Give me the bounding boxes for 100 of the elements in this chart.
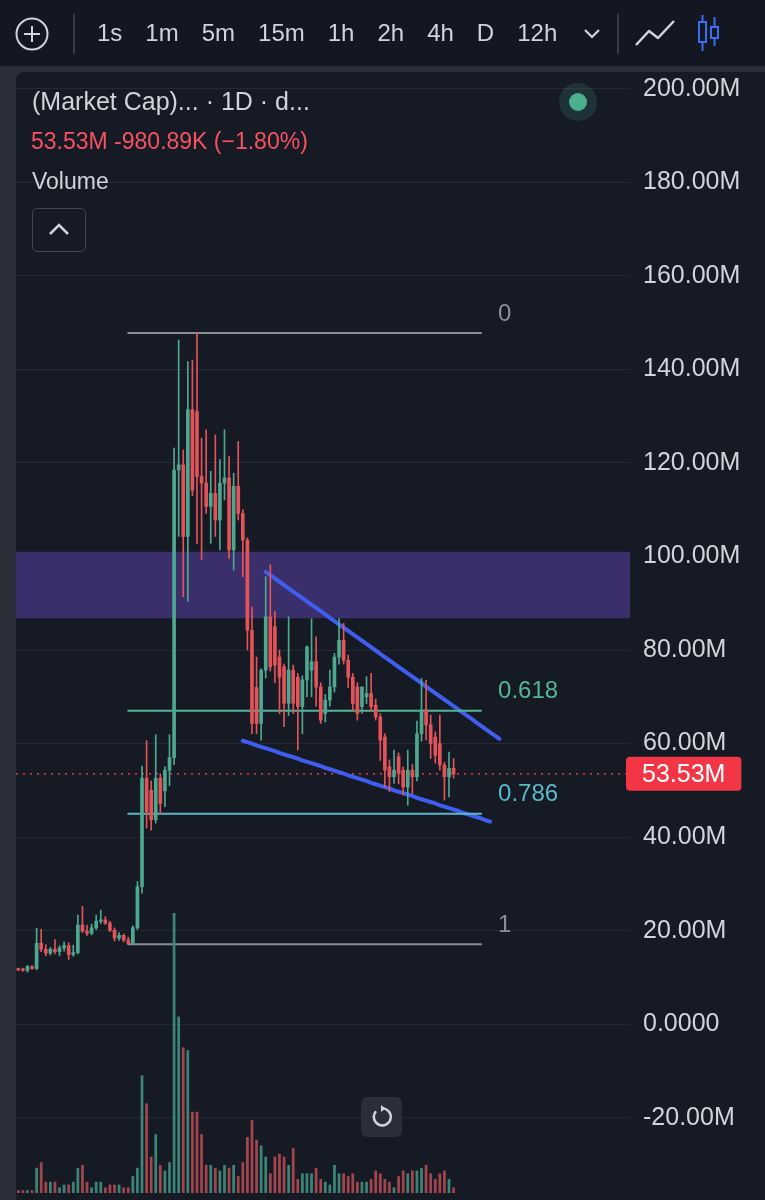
bar xyxy=(113,1184,116,1193)
bar xyxy=(342,1173,345,1193)
bar xyxy=(410,1170,414,1193)
bar xyxy=(314,1167,318,1193)
text: D xyxy=(476,19,495,47)
bar xyxy=(103,1187,107,1193)
bar xyxy=(259,1145,263,1193)
bar xyxy=(145,1103,148,1193)
bar xyxy=(209,1165,213,1193)
bar xyxy=(94,1181,98,1193)
bar xyxy=(241,1162,245,1193)
bar xyxy=(278,1153,281,1193)
bar xyxy=(191,1111,194,1193)
bar xyxy=(246,1137,249,1193)
y-tick-label: 80.00M xyxy=(643,633,727,662)
bar xyxy=(351,1173,355,1193)
bar xyxy=(388,1181,391,1193)
bar xyxy=(429,1173,433,1193)
bar xyxy=(223,1165,226,1193)
text: 15m xyxy=(258,19,305,47)
bar xyxy=(232,1165,236,1193)
bar xyxy=(420,1167,423,1193)
series-label: 0 xyxy=(498,298,512,326)
bar xyxy=(126,1187,130,1193)
bar xyxy=(81,1165,84,1193)
bar xyxy=(406,1173,410,1193)
bar xyxy=(287,1165,291,1193)
bar xyxy=(186,1050,190,1193)
y-tick-label: 160.00M xyxy=(643,259,741,288)
y-tick-label: -20.00M xyxy=(643,1101,735,1130)
candlestick xyxy=(208,471,213,544)
bar xyxy=(323,1181,327,1193)
candlestick xyxy=(53,939,57,955)
bar xyxy=(204,1165,208,1193)
text: (Market Cap)... · 1D · d... xyxy=(32,87,310,116)
candlestick xyxy=(392,749,396,784)
bar xyxy=(268,1173,272,1193)
candlestick xyxy=(98,909,103,924)
y-tick-label: 140.00M xyxy=(643,353,741,382)
text: 1h xyxy=(327,19,355,47)
bar xyxy=(21,1190,25,1193)
series-label: 0.618 xyxy=(498,676,559,704)
bar xyxy=(181,1047,185,1193)
y-tick-label: 40.00M xyxy=(643,820,727,849)
bar xyxy=(255,1139,258,1193)
series-label: 1 xyxy=(498,909,512,937)
bar xyxy=(26,1190,29,1193)
bar xyxy=(301,1173,304,1193)
bar xyxy=(177,1016,181,1193)
bar xyxy=(401,1170,405,1193)
y-tick-label: 0.0000 xyxy=(643,1008,720,1037)
bar xyxy=(213,1167,217,1193)
candlestick xyxy=(447,751,451,798)
series-label: 0.786 xyxy=(498,779,559,807)
text: 1s xyxy=(97,19,123,47)
bar xyxy=(378,1173,382,1193)
chart-title: Volume xyxy=(32,168,109,195)
bar xyxy=(76,1167,80,1193)
bar xyxy=(122,1187,126,1193)
bar xyxy=(355,1181,359,1193)
text: 2h xyxy=(377,19,405,47)
y-tick-label: 120.00M xyxy=(643,446,741,475)
bar xyxy=(90,1187,93,1193)
bar xyxy=(365,1181,368,1193)
bar xyxy=(200,1134,203,1193)
bar xyxy=(154,1134,158,1193)
bar xyxy=(333,1165,336,1193)
bar xyxy=(67,1184,71,1193)
y-tick-label: 20.00M xyxy=(643,914,727,943)
bar xyxy=(168,1162,171,1193)
bar xyxy=(438,1173,442,1193)
bar xyxy=(291,1148,295,1193)
bar xyxy=(443,1170,446,1193)
bar xyxy=(452,1187,455,1193)
y-tick-label: 200.00M xyxy=(643,72,741,101)
text: 12h xyxy=(517,19,558,47)
bar xyxy=(48,1181,52,1193)
text: 5m xyxy=(201,19,236,47)
bar xyxy=(374,1170,378,1193)
ref-line-label: 53.53M xyxy=(642,758,726,787)
y-tick-label: 180.00M xyxy=(643,166,741,195)
bar xyxy=(99,1181,103,1193)
bar xyxy=(16,1190,20,1193)
bar xyxy=(310,1173,313,1193)
bar xyxy=(328,1184,332,1193)
bar xyxy=(131,1176,135,1193)
y-tick-label: 60.00M xyxy=(643,727,727,756)
bar xyxy=(149,1156,153,1193)
bar xyxy=(397,1176,400,1193)
candlestick xyxy=(424,679,428,741)
text: 53.53M -980.89K (−1.80%) xyxy=(31,128,308,155)
text: 4h xyxy=(427,19,454,47)
bar xyxy=(39,1162,43,1193)
bar xyxy=(58,1187,61,1193)
bar xyxy=(136,1167,139,1193)
text: 1m xyxy=(145,19,179,47)
bar xyxy=(158,1165,162,1193)
y-tick-label: 100.00M xyxy=(643,540,741,569)
bar xyxy=(346,1176,350,1193)
bar xyxy=(35,1167,38,1193)
